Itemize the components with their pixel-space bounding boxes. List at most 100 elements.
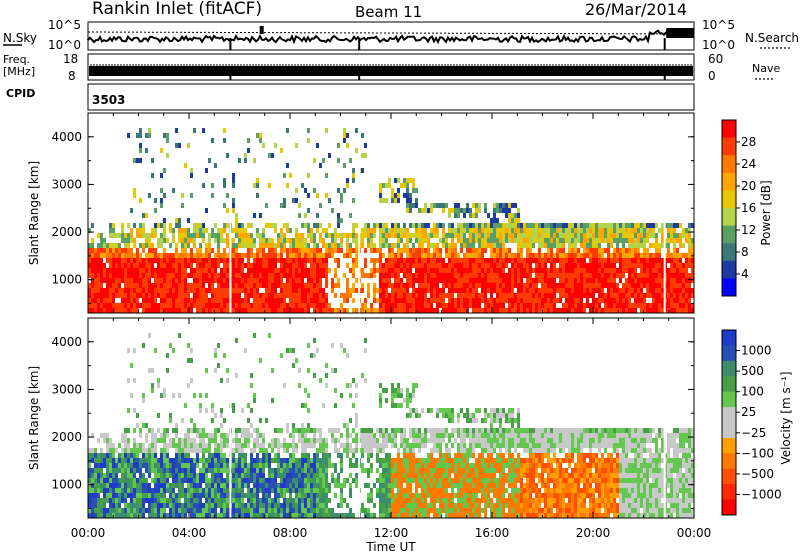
data-cell [619, 238, 622, 243]
data-cell [646, 248, 649, 253]
data-cell [586, 243, 589, 248]
data-cell [115, 468, 118, 473]
data-cell [592, 233, 595, 238]
data-cell [415, 273, 418, 278]
data-cell [637, 278, 640, 283]
data-cell [292, 308, 295, 313]
colorbar-swatch [722, 190, 736, 209]
data-cell [205, 488, 208, 493]
data-cell [286, 258, 289, 263]
data-cell [301, 443, 304, 448]
data-cell [124, 278, 127, 283]
data-cell [100, 283, 103, 288]
data-cell [118, 478, 121, 483]
data-cell [421, 303, 424, 308]
data-cell [529, 268, 532, 273]
data-cell [640, 288, 643, 293]
data-cell [289, 253, 292, 258]
data-cell [151, 298, 154, 303]
data-cell [160, 513, 163, 518]
data-cell [376, 268, 379, 273]
data-cell [418, 208, 421, 213]
data-cell [88, 503, 91, 508]
data-cell [370, 258, 373, 263]
data-cell [88, 483, 91, 488]
data-cell [232, 263, 235, 268]
data-cell [280, 288, 283, 293]
data-cell [631, 308, 634, 313]
data-cell [667, 243, 670, 248]
data-cell [154, 253, 157, 258]
data-cell [310, 483, 313, 488]
data-cell [133, 463, 136, 468]
data-cell [142, 273, 145, 278]
data-cell [100, 448, 103, 453]
data-cell [148, 483, 151, 488]
data-cell [655, 243, 658, 248]
data-cell [379, 198, 382, 203]
data-cell [271, 298, 274, 303]
data-cell [277, 428, 280, 433]
data-cell [151, 308, 154, 313]
data-cell [211, 463, 214, 468]
data-cell [553, 263, 556, 268]
data-cell [103, 263, 106, 268]
data-cell [532, 243, 535, 248]
data-cell [103, 488, 106, 493]
data-cell [259, 458, 262, 463]
data-cell [613, 303, 616, 308]
data-cell [478, 248, 481, 253]
data-cell [448, 303, 451, 308]
data-cell [568, 263, 571, 268]
data-cell [256, 453, 259, 458]
data-cell [610, 238, 613, 243]
data-cell [148, 443, 151, 448]
data-cell [139, 143, 142, 148]
data-cell [304, 433, 307, 438]
data-cell [514, 303, 517, 308]
data-cell [211, 433, 214, 438]
data-cell [496, 203, 499, 208]
data-cell [196, 263, 199, 268]
data-cell [295, 458, 298, 463]
data-cell [607, 238, 610, 243]
data-cell [691, 273, 694, 278]
data-cell [145, 233, 148, 238]
data-cell [184, 238, 187, 243]
data-cell [97, 278, 100, 283]
data-cell [157, 253, 160, 258]
data-cell [256, 228, 259, 233]
data-cell [226, 463, 229, 468]
data-cell [313, 268, 316, 273]
data-cell [193, 253, 196, 258]
data-cell [148, 273, 151, 278]
data-cell [646, 258, 649, 263]
data-cell [268, 153, 271, 158]
data-cell [292, 268, 295, 273]
data-cell [226, 503, 229, 508]
data-cell [577, 258, 580, 263]
data-cell [445, 283, 448, 288]
data-cell [490, 273, 493, 278]
data-cell [541, 263, 544, 268]
data-cell [583, 303, 586, 308]
data-cell [304, 448, 307, 453]
data-cell [262, 438, 265, 443]
data-cell [406, 308, 409, 313]
data-cell [562, 283, 565, 288]
data-cell [397, 188, 400, 193]
data-cell [658, 308, 661, 313]
data-cell [130, 228, 133, 233]
data-cell [160, 283, 163, 288]
data-cell [646, 303, 649, 308]
data-cell [259, 433, 262, 438]
data-cell [526, 283, 529, 288]
nsky-block [666, 28, 694, 38]
data-cell [139, 303, 142, 308]
data-cell [223, 258, 226, 263]
data-cell [145, 453, 148, 458]
data-cell [163, 308, 166, 313]
data-cell [259, 463, 262, 468]
data-cell [241, 463, 244, 468]
data-cell [589, 238, 592, 243]
